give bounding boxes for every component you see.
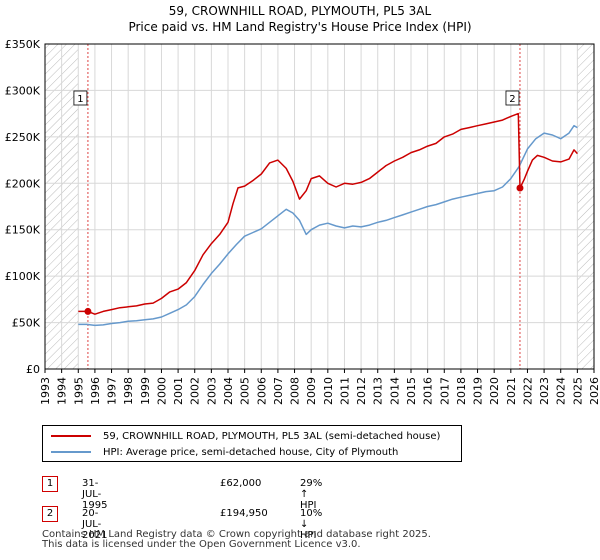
legend-item-hpi: HPI: Average price, semi-detached house,…: [51, 444, 398, 460]
x-tick-label: 2011: [338, 377, 351, 405]
footer: Contains HM Land Registry data © Crown c…: [42, 530, 431, 550]
legend-item-property: 59, CROWNHILL ROAD, PLYMOUTH, PL5 3AL (s…: [51, 428, 440, 444]
x-tick-label: 2017: [438, 377, 451, 405]
x-tick-label: 2010: [322, 377, 335, 405]
x-tick-label: 2018: [455, 377, 468, 405]
legend-swatch-hpi: [51, 451, 91, 453]
x-tick-label: 1995: [72, 377, 85, 405]
sale-label-box: [505, 90, 520, 106]
x-tick-label: 2015: [405, 377, 418, 405]
y-tick-label: £150K: [5, 224, 41, 237]
x-tick-label: 2006: [255, 377, 268, 405]
sale-point: [516, 184, 524, 192]
y-tick-label: £0: [26, 363, 40, 376]
sale-price: £62,000: [220, 478, 262, 489]
x-tick-label: 1994: [56, 377, 69, 405]
x-tick-label: 2020: [488, 377, 501, 405]
sale-label-text: 2: [509, 94, 515, 105]
x-tick-label: 2014: [388, 377, 401, 405]
y-tick-label: £350K: [5, 38, 41, 51]
legend-swatch-property: [51, 435, 91, 437]
sale-number-badge: 2: [42, 506, 58, 522]
legend: 59, CROWNHILL ROAD, PLYMOUTH, PL5 3AL (s…: [42, 425, 462, 462]
x-tick-label: 1996: [89, 377, 102, 405]
x-tick-label: 2026: [588, 377, 600, 405]
x-tick-label: 2019: [472, 377, 485, 405]
hatch-region-after: [577, 44, 594, 369]
x-tick-label: 2025: [571, 377, 584, 405]
x-tick-label: 1998: [122, 377, 135, 405]
legend-label-property: 59, CROWNHILL ROAD, PLYMOUTH, PL5 3AL (s…: [103, 430, 441, 442]
chart-title-line2: Price paid vs. HM Land Registry's House …: [128, 20, 472, 34]
x-tick-label: 2009: [305, 377, 318, 405]
x-tick-label: 2022: [521, 377, 534, 405]
sale-date: 31-JUL-1995: [82, 478, 108, 511]
x-tick-label: 1997: [106, 377, 119, 405]
x-tick-label: 2021: [505, 377, 518, 405]
x-tick-label: 2024: [555, 377, 568, 405]
plot-frame: [44, 43, 595, 370]
x-tick-label: 2012: [355, 377, 368, 405]
x-tick-label: 2000: [155, 377, 168, 405]
chart-title-line1: 59, CROWNHILL ROAD, PLYMOUTH, PL5 3AL: [168, 4, 432, 18]
sale-price: £194,950: [220, 508, 268, 519]
x-tick-label: 2004: [222, 377, 235, 405]
plot-area: [45, 44, 594, 369]
x-tick-label: 1993: [39, 377, 52, 405]
x-tick-label: 2008: [289, 377, 302, 405]
footer-copyright: Contains HM Land Registry data © Crown c…: [42, 529, 431, 540]
y-tick-label: £100K: [5, 270, 41, 283]
sale-label-text: 1: [77, 94, 83, 105]
x-tick-label: 2003: [205, 377, 218, 405]
x-tick-label: 2013: [372, 377, 385, 405]
y-tick-label: £50K: [12, 317, 41, 330]
y-tick-label: £250K: [5, 131, 41, 144]
y-tick-label: £200K: [5, 177, 41, 190]
x-tick-label: 2001: [172, 377, 185, 405]
legend-label-hpi: HPI: Average price, semi-detached house,…: [103, 446, 399, 458]
sale-label-box: [73, 90, 88, 106]
x-tick-label: 2002: [189, 377, 202, 405]
x-tick-label: 2016: [422, 377, 435, 405]
series-line-hpi: [78, 124, 578, 327]
x-tick-label: 1999: [139, 377, 152, 405]
sale-hpi-diff: 10% ↓ HPI: [300, 508, 323, 541]
series-line-property: [78, 112, 578, 315]
x-tick-label: 2005: [239, 377, 252, 405]
x-tick-label: 2023: [538, 377, 551, 405]
sale-hpi-diff: 29% ↑ HPI: [300, 478, 323, 511]
sale-number-badge: 1: [42, 476, 58, 492]
sale-date: 20-JUL-2021: [82, 508, 108, 541]
price-chart: £0 £50K £100K £150K £200K £250K £300K £350K 1993…: [5, 38, 600, 405]
x-tick-label: 2007: [272, 377, 285, 405]
footer-licence: This data is licensed under the Open Gov…: [42, 539, 361, 550]
sale-point: [84, 307, 92, 315]
y-tick-label: £300K: [5, 84, 41, 97]
